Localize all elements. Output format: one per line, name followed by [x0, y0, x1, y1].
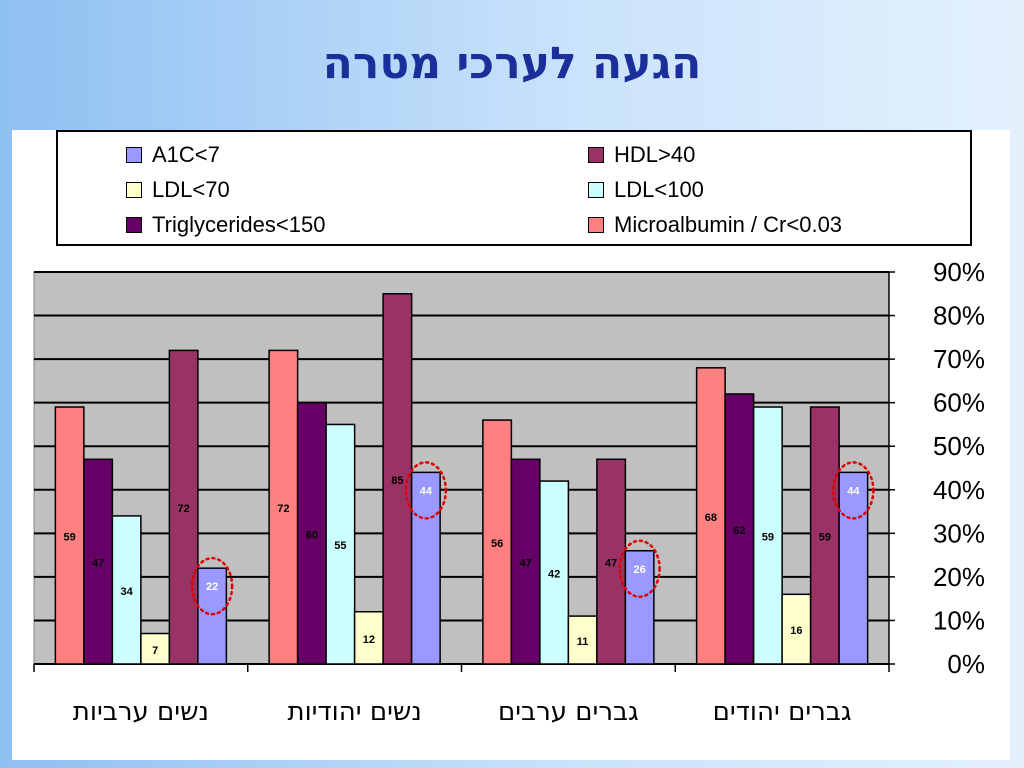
legend-swatch-ldl100 — [588, 182, 604, 198]
data-label: 68 — [705, 512, 717, 524]
y-tick-label: 0% — [947, 649, 985, 679]
data-label: 16 — [790, 625, 802, 637]
bar — [624, 550, 655, 665]
data-label: 11 — [577, 636, 589, 648]
legend-item-a1c: A1C<7 — [126, 142, 220, 168]
data-label: 44 — [847, 485, 860, 497]
highlight-circle — [190, 556, 234, 616]
legend-label-ldl70: LDL<70 — [152, 177, 230, 202]
bar — [168, 349, 199, 665]
bar — [838, 471, 869, 665]
x-tick-label: גברים ערבים — [498, 697, 639, 727]
y-tick-label: 10% — [933, 605, 985, 635]
legend-swatch-hdl — [588, 147, 604, 163]
data-label: 72 — [277, 503, 289, 515]
bar — [567, 615, 598, 665]
data-label: 47 — [92, 558, 104, 570]
legend-label-trig: Triglycerides<150 — [152, 212, 326, 237]
data-label: 59 — [762, 532, 774, 544]
legend-item-trig: Triglycerides<150 — [126, 212, 325, 238]
legend-label-hdl: HDL>40 — [614, 142, 696, 167]
data-label: 12 — [363, 634, 375, 646]
data-label: 22 — [206, 581, 218, 593]
data-label: 44 — [420, 485, 433, 497]
data-label: 59 — [819, 532, 831, 544]
bar — [325, 423, 356, 665]
chart-legend: A1C<7 HDL>40 LDL<70 LDL<100 Triglyceride… — [56, 130, 972, 246]
data-label: 26 — [634, 564, 646, 576]
highlight-circle — [832, 461, 875, 520]
bar — [83, 458, 114, 665]
bar — [510, 458, 541, 665]
bar — [54, 406, 85, 665]
bar — [197, 567, 228, 665]
data-label: 42 — [548, 569, 560, 581]
legend-swatch-a1c — [126, 147, 142, 163]
y-tick-label: 90% — [933, 257, 985, 287]
bar — [809, 406, 840, 665]
highlight-circle — [618, 539, 661, 599]
x-tick-label: גברים יהודים — [713, 697, 852, 727]
y-tick-label: 50% — [933, 431, 985, 461]
x-tick-label: נשים ערביות — [73, 697, 209, 727]
bar — [353, 610, 384, 665]
data-label: 34 — [121, 586, 134, 598]
legend-label-ldl100: LDL<100 — [614, 177, 704, 202]
data-label: 7 — [152, 645, 158, 657]
legend-item-ldl100: LDL<100 — [588, 177, 704, 203]
bar — [111, 515, 142, 665]
data-label: 85 — [391, 475, 403, 487]
data-label: 62 — [733, 525, 745, 537]
legend-swatch-microalb — [588, 217, 604, 233]
y-tick-label: 30% — [933, 518, 985, 548]
bar — [781, 593, 812, 665]
y-tick-label: 70% — [933, 344, 985, 374]
legend-item-microalb: Microalbumin / Cr<0.03 — [588, 212, 842, 238]
legend-swatch-ldl70 — [126, 182, 142, 198]
data-label: 59 — [64, 532, 76, 544]
data-label: 55 — [334, 540, 346, 552]
data-label: 47 — [520, 558, 532, 570]
y-tick-label: 80% — [933, 301, 985, 331]
x-tick-label: נשים יהודיות — [288, 697, 422, 727]
data-label: 56 — [491, 538, 503, 550]
bar — [382, 293, 413, 665]
data-label: 47 — [605, 558, 617, 570]
y-tick-label: 60% — [933, 388, 985, 418]
data-label: 72 — [178, 503, 190, 515]
bar — [752, 406, 783, 665]
bar — [724, 393, 755, 665]
highlight-circle — [404, 461, 448, 520]
bar — [539, 480, 570, 665]
bar — [695, 367, 726, 665]
legend-item-ldl70: LDL<70 — [126, 177, 230, 203]
bar — [410, 471, 441, 665]
legend-label-a1c: A1C<7 — [152, 142, 220, 167]
y-tick-label: 40% — [933, 475, 985, 505]
data-label: 60 — [306, 529, 318, 541]
legend-item-hdl: HDL>40 — [588, 142, 695, 168]
legend-swatch-trig — [126, 217, 142, 233]
page-title: הגעה לערכי מטרה — [322, 38, 702, 89]
y-tick-label: 20% — [933, 562, 985, 592]
bar — [296, 401, 327, 665]
legend-label-microalb: Microalbumin / Cr<0.03 — [614, 212, 843, 237]
